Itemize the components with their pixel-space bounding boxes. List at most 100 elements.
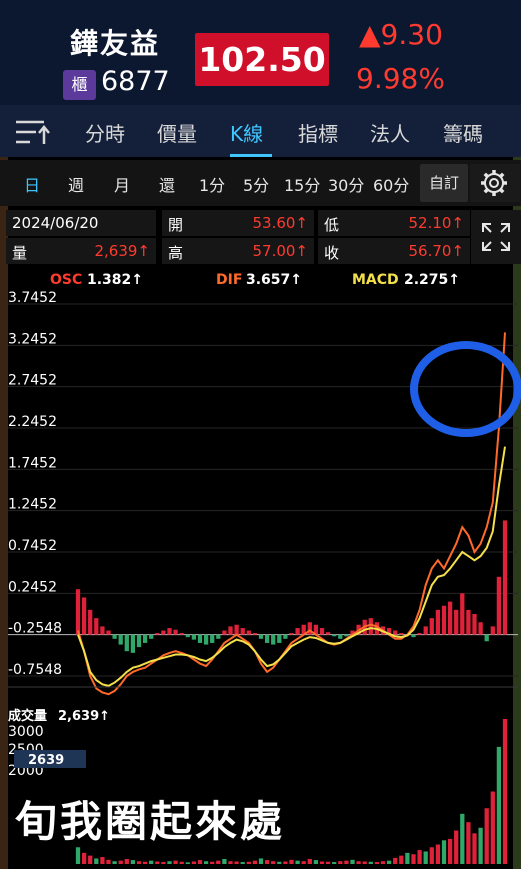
period-1min[interactable]: 1分 (199, 176, 226, 195)
volume-bar (447, 838, 453, 864)
volume-bar (490, 791, 495, 864)
hand-drawn-circle (410, 341, 521, 437)
tab-institutional[interactable]: 法人 (370, 122, 410, 146)
volume-bar (88, 855, 93, 864)
osc-bar (222, 630, 227, 635)
stock-name: 鏵友益 (70, 27, 161, 60)
menu-sort-icon[interactable] (14, 118, 50, 146)
osc-bar (490, 626, 495, 635)
osc-bar (307, 622, 312, 635)
volume-bar (118, 860, 123, 864)
volume-badge: 2639 (28, 753, 64, 768)
volume-bar (124, 858, 129, 864)
volume-bar (325, 861, 331, 864)
macd-legend-label: MACD (352, 272, 399, 288)
volume-bar (332, 862, 337, 864)
dif-legend-value: 3.657↑ (246, 272, 302, 288)
osc-bar (197, 634, 203, 643)
period-15min[interactable]: 15分 (284, 176, 321, 195)
quote-date: 2024/06/20 (12, 214, 99, 232)
volume-bar (203, 861, 209, 864)
volume-badge-bg (14, 750, 86, 768)
tab-price-volume[interactable]: 價量 (157, 122, 197, 146)
volume-bar (319, 861, 325, 864)
osc-bar (149, 634, 154, 639)
high-value: 57.00↑ (252, 242, 308, 260)
volume-bar (356, 861, 361, 864)
y-tick-label: 1.7452 (8, 455, 57, 471)
volume-tick-3000: 3000 (8, 724, 44, 740)
fullscreen-button[interactable] (471, 210, 521, 264)
chart-legend: OSC 1.382↑ DIF 3.657↑ MACD 2.275↑ (50, 272, 460, 288)
tab-k-line[interactable]: K線 (230, 122, 264, 146)
osc-bar (210, 634, 215, 643)
volume-bar (478, 827, 483, 864)
volume-bar (142, 861, 148, 864)
y-tick-label: 2.7452 (8, 373, 57, 389)
volume-bar (362, 861, 367, 864)
osc-bar (283, 634, 288, 639)
close-value: 56.70↑ (408, 242, 464, 260)
osc-bar (429, 618, 434, 635)
period-5min[interactable]: 5分 (243, 176, 270, 195)
volume-bar (240, 862, 245, 864)
volume-panel-value: 2,639↑ (58, 709, 110, 724)
osc-bar (81, 597, 87, 635)
tab-indicator[interactable]: 指標 (298, 122, 338, 146)
osc-bar (228, 626, 233, 635)
volume-bar (258, 858, 264, 864)
volume-bar (289, 859, 294, 864)
expand-icon (482, 223, 510, 251)
period-month[interactable]: 月 (114, 176, 131, 195)
osc-bar (496, 576, 502, 635)
period-week[interactable]: 週 (68, 176, 85, 195)
y-tick-label: 3.7452 (8, 290, 57, 306)
volume-bar (271, 861, 276, 864)
osc-bar (203, 634, 209, 645)
volume-bar (112, 861, 117, 864)
osc-bar (216, 634, 221, 639)
volume-bar (106, 859, 111, 864)
macd-chart[interactable]: OSC 1.382↑ DIF 3.657↑ MACD 2.275↑ 3.7452… (0, 264, 521, 869)
osc-bar (94, 618, 99, 635)
period-adjusted[interactable]: 還 (159, 176, 176, 195)
osc-bar (155, 633, 160, 635)
period-60min[interactable]: 60分 (373, 176, 410, 195)
volume-bar (502, 719, 508, 864)
osc-bar (411, 634, 416, 638)
tab-chips[interactable]: 籌碼 (443, 122, 483, 146)
volume-bar (380, 861, 386, 864)
volume-bar (386, 860, 392, 864)
volume-bar (338, 861, 343, 864)
volume-bar (94, 858, 99, 864)
custom-period-button[interactable]: 自訂 (420, 164, 468, 202)
volume-bar (472, 833, 477, 864)
stock-header: 鏵友益 櫃 6877 102.50 ▲9.30 9.98% (0, 0, 521, 105)
volume-bar (75, 847, 81, 864)
osc-bar (191, 634, 197, 640)
y-axis-ticks: 3.7452 3.2452 2.7452 2.2452 1.7452 1.2452 0.74… (8, 290, 62, 678)
osc-bar (258, 634, 264, 639)
volume-bar (393, 857, 398, 864)
osc-bar (447, 601, 453, 635)
settings-button[interactable] (470, 164, 520, 202)
tab-time-share[interactable]: 分時 (85, 122, 125, 146)
price-change: ▲9.30 (359, 18, 443, 51)
volume-bar (423, 851, 428, 864)
high-label: 高 (168, 244, 184, 262)
volume-bar (344, 860, 349, 864)
osc-bar (124, 634, 129, 652)
stock-code: 6877 (101, 66, 170, 97)
date-cell: 2024/06/20 (6, 210, 156, 236)
osc-bar (289, 633, 294, 635)
volume-bar (191, 861, 197, 864)
price-change-percent: 9.98% (356, 62, 445, 95)
volume-value: 2,639↑ (94, 242, 150, 260)
volume-bars (75, 719, 508, 864)
osc-bar (441, 605, 447, 635)
period-day[interactable]: 日 (24, 176, 41, 195)
osc-bar (478, 622, 483, 635)
volume-bar (466, 822, 471, 864)
volume-bar (368, 861, 373, 864)
period-30min[interactable]: 30分 (328, 176, 365, 195)
